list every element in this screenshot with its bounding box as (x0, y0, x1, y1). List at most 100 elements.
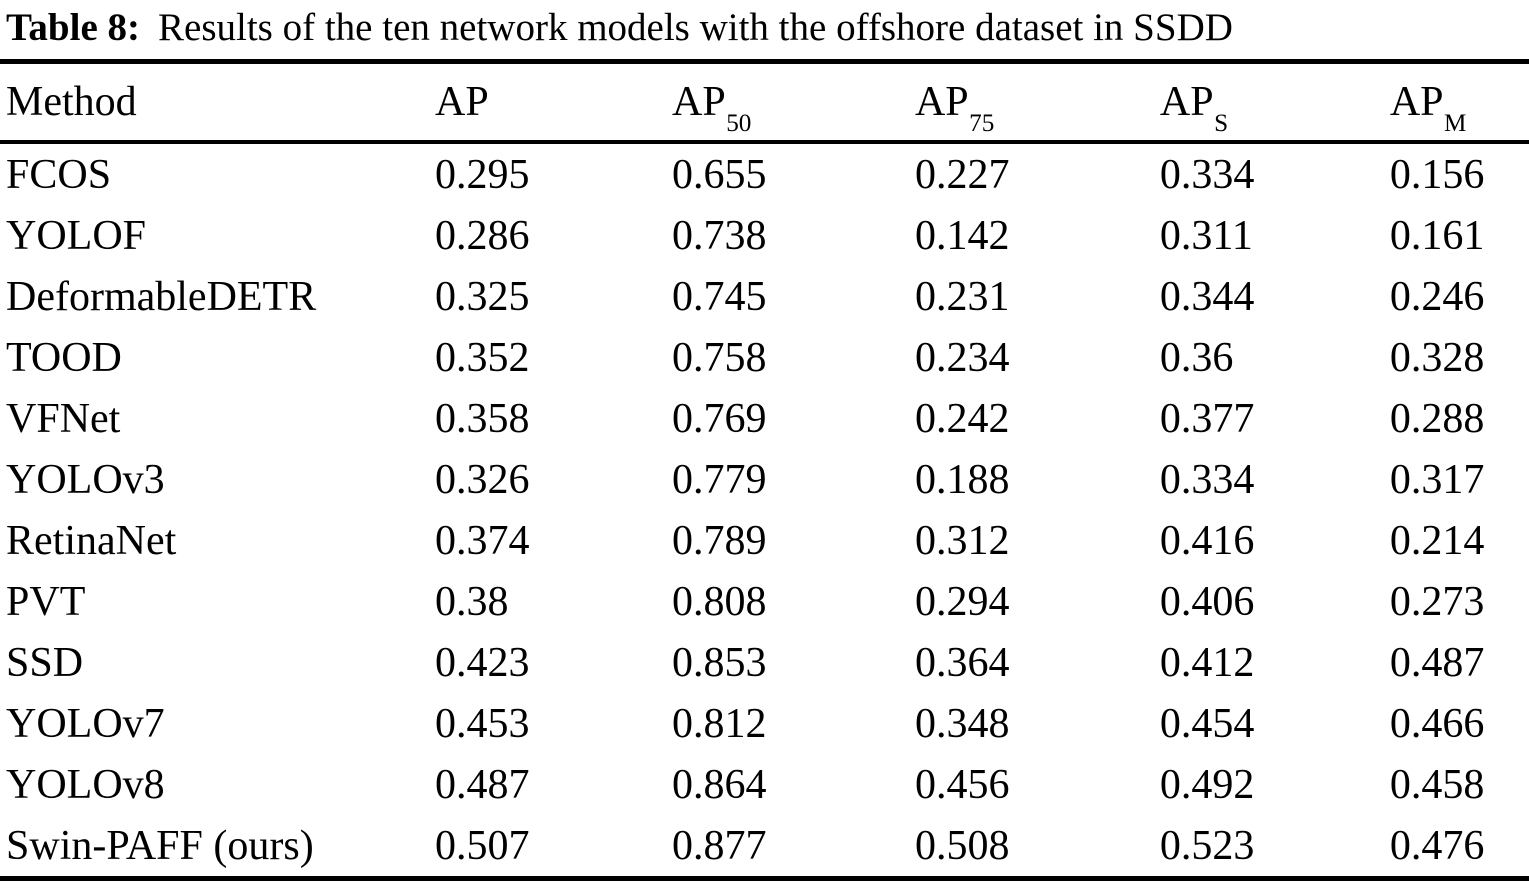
method-cell: Swin-PAFF (ours) (6, 822, 314, 869)
value-cell: 0.231 (914, 273, 1010, 320)
method-cell: PVT (6, 578, 86, 625)
method-cell: YOLOv7 (6, 700, 165, 747)
value-cell: 0.523 (1159, 822, 1255, 869)
table-row: SSD 0.423 0.853 0.364 0.412 0.487 (0, 632, 1529, 693)
table-row: FCOS 0.295 0.655 0.227 0.334 0.156 (0, 142, 1529, 205)
results-table: Method AP AP50 AP75 APS APM FCOS 0.295 0.655 0.2… (0, 59, 1529, 881)
method-cell: VFNet (6, 395, 121, 442)
value-cell: 0.234 (914, 334, 1010, 381)
value-cell: 0.454 (1159, 700, 1255, 747)
value-cell: 0.877 (671, 822, 767, 869)
value-cell: 0.853 (671, 639, 767, 686)
value-cell: 0.416 (1159, 517, 1255, 564)
table-row: TOOD 0.352 0.758 0.234 0.36 0.328 (0, 327, 1529, 388)
table-caption: Table 8: Results of the ten network model… (0, 0, 1529, 59)
header-row: Method AP AP50 AP75 APS APM (0, 61, 1529, 144)
value-cell: 0.334 (1159, 151, 1255, 198)
column-header-base: AP (1159, 79, 1214, 125)
value-cell: 0.738 (671, 212, 767, 259)
method-cell: DeformableDETR (6, 273, 317, 320)
value-cell: 0.294 (914, 578, 1010, 625)
method-cell: YOLOv8 (6, 761, 165, 808)
method-cell: TOOD (6, 334, 122, 381)
value-cell: 0.779 (671, 456, 767, 503)
value-cell: 0.655 (671, 151, 767, 198)
value-cell: 0.227 (914, 151, 1010, 198)
value-cell: 0.295 (435, 151, 530, 198)
results-table-body: FCOS 0.295 0.655 0.227 0.334 0.156 YOLOF 0.286 0… (0, 142, 1529, 879)
value-cell: 0.476 (1389, 822, 1485, 869)
value-cell: 0.188 (914, 456, 1010, 503)
value-cell: 0.492 (1159, 761, 1255, 808)
value-cell: 0.453 (435, 700, 530, 747)
column-header-base: AP (914, 79, 969, 125)
table-row: YOLOv3 0.326 0.779 0.188 0.334 0.317 (0, 449, 1529, 510)
value-cell: 0.507 (435, 822, 530, 869)
value-cell: 0.374 (435, 517, 530, 564)
table-row: YOLOv8 0.487 0.864 0.456 0.492 0.458 (0, 754, 1529, 815)
value-cell: 0.328 (1389, 334, 1485, 381)
method-cell: RetinaNet (6, 517, 177, 564)
value-cell: 0.456 (914, 761, 1010, 808)
value-cell: 0.334 (1159, 456, 1255, 503)
value-cell: 0.242 (914, 395, 1010, 442)
value-cell: 0.273 (1389, 578, 1485, 625)
value-cell: 0.406 (1159, 578, 1255, 625)
table-caption-text: Results of the ten network models with t… (158, 6, 1233, 49)
value-cell: 0.214 (1389, 517, 1485, 564)
table-row: RetinaNet 0.374 0.789 0.312 0.416 0.214 (0, 510, 1529, 571)
table-row: PVT 0.38 0.808 0.294 0.406 0.273 (0, 571, 1529, 632)
value-cell: 0.38 (435, 578, 509, 625)
table-caption-label: Table 8: (6, 6, 141, 49)
value-cell: 0.508 (914, 822, 1010, 869)
table-row: Swin-PAFF (ours) 0.507 0.877 0.508 0.523 0.47… (0, 815, 1529, 879)
value-cell: 0.412 (1159, 639, 1255, 686)
value-cell: 0.812 (671, 700, 767, 747)
value-cell: 0.36 (1159, 334, 1234, 381)
value-cell: 0.288 (1389, 395, 1485, 442)
method-cell: FCOS (6, 151, 112, 198)
value-cell: 0.286 (435, 212, 530, 259)
method-cell: YOLOv3 (6, 456, 165, 503)
value-cell: 0.364 (914, 639, 1010, 686)
value-cell: 0.377 (1159, 395, 1255, 442)
column-header-base: AP (1389, 79, 1444, 125)
value-cell: 0.325 (435, 273, 530, 320)
value-cell: 0.348 (914, 700, 1010, 747)
column-header-ap-s: APS (1159, 61, 1390, 144)
value-cell: 0.758 (671, 334, 767, 381)
method-cell: SSD (6, 639, 84, 686)
value-cell: 0.142 (914, 212, 1010, 259)
table-row: VFNet 0.358 0.769 0.242 0.377 0.288 (0, 388, 1529, 449)
column-header-base: AP (671, 79, 726, 125)
value-cell: 0.487 (435, 761, 530, 808)
value-cell: 0.352 (435, 334, 530, 381)
value-cell: 0.466 (1389, 700, 1485, 747)
column-header-base: Method (6, 79, 137, 125)
value-cell: 0.789 (671, 517, 767, 564)
value-cell: 0.487 (1389, 639, 1485, 686)
value-cell: 0.808 (671, 578, 767, 625)
value-cell: 0.312 (914, 517, 1010, 564)
value-cell: 0.458 (1389, 761, 1485, 808)
value-cell: 0.344 (1159, 273, 1255, 320)
table-row: YOLOF 0.286 0.738 0.142 0.311 0.161 (0, 205, 1529, 266)
results-table-header: Method AP AP50 AP75 APS APM (0, 61, 1529, 144)
column-header-ap-m: APM (1389, 61, 1529, 144)
value-cell: 0.161 (1389, 212, 1485, 259)
value-cell: 0.311 (1159, 212, 1253, 259)
value-cell: 0.317 (1389, 456, 1485, 503)
value-cell: 0.423 (435, 639, 530, 686)
column-header-subscript: 50 (726, 110, 752, 138)
column-header-subscript: S (1214, 110, 1229, 138)
value-cell: 0.864 (671, 761, 767, 808)
value-cell: 0.326 (435, 456, 530, 503)
value-cell: 0.246 (1389, 273, 1485, 320)
column-header-ap: AP (435, 61, 672, 144)
column-header-subscript: 75 (969, 110, 995, 138)
column-header-ap-75: AP75 (914, 61, 1160, 144)
value-cell: 0.358 (435, 395, 530, 442)
column-header-method: Method (0, 61, 435, 144)
value-cell: 0.769 (671, 395, 767, 442)
